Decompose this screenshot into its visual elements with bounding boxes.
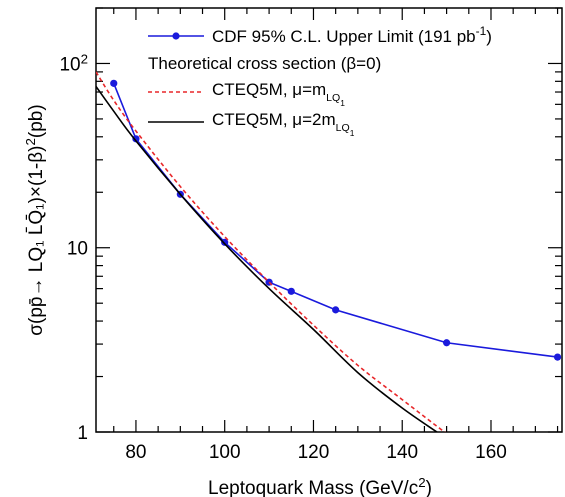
- x-tick-label: 80: [125, 442, 146, 463]
- upper-limit-point: [443, 339, 450, 346]
- series: [96, 72, 561, 470]
- y-tick-label: 1: [77, 423, 88, 444]
- upper-limit-point: [554, 353, 561, 360]
- series-3: [96, 87, 491, 471]
- legend: CDF 95% C.L. Upper Limit (191 pb-1) Theor…: [148, 24, 492, 138]
- x-axis-title: Leptoquark Mass (GeV/c2): [208, 475, 432, 497]
- theory-mu-m-curve: [96, 72, 491, 467]
- x-tick-label: 160: [475, 442, 507, 463]
- y-tick-label: 102: [59, 51, 88, 76]
- upper-limit-point: [332, 306, 339, 313]
- x-tick-label: 100: [209, 442, 241, 463]
- x-tick-label: 140: [386, 442, 418, 463]
- upper-limit-point: [110, 80, 117, 87]
- legend-upper-limit-marker: [172, 32, 179, 39]
- legend-upper-limit-label: CDF 95% C.L. Upper Limit (191 pb-1): [212, 24, 492, 46]
- legend-header: Theoretical cross section (β=0): [148, 54, 381, 73]
- upper-limit-point: [288, 288, 295, 295]
- y-tick-label: 10: [67, 239, 88, 260]
- legend-mu-m-label: CTEQ5M, μ=mLQ1: [212, 80, 345, 108]
- x-tick-label: 120: [298, 442, 330, 463]
- theory-mu-2m-curve: [96, 87, 491, 471]
- series-2: [96, 72, 491, 467]
- y-axis-title: σ(pp̄→ LQ₁ L̄Q̄₁)×(1-β)2(pb): [23, 104, 48, 335]
- legend-mu-2m-label: CTEQ5M, μ=2mLQ1: [212, 110, 355, 138]
